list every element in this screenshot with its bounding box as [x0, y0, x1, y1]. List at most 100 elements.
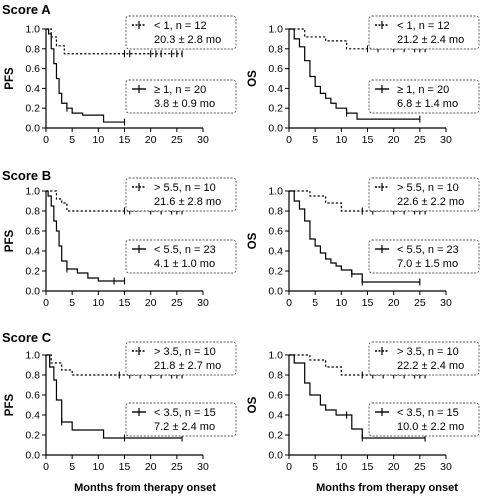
legend-series-name: > 5.5, n = 10: [154, 182, 216, 194]
x-tick-label: 20: [388, 297, 400, 309]
legend-series-name: > 3.5, n = 10: [154, 346, 216, 358]
x-tick-label: 5: [69, 134, 75, 146]
legend-series-stat: 6.8 ± 1.4 mo: [397, 98, 458, 110]
x-tick-label: 0: [286, 297, 292, 309]
y-tick-label: 0.4: [25, 83, 40, 95]
x-tick-label: 20: [145, 134, 157, 146]
y-axis-label: PFS: [4, 393, 16, 416]
y-tick-label: 1.0: [25, 24, 40, 36]
x-tick-label: 5: [312, 461, 318, 473]
legend-series-name: < 1, n = 12: [397, 20, 450, 32]
legend-series-name: > 3.5, n = 10: [397, 346, 459, 358]
y-tick-label: 0.2: [268, 430, 283, 442]
km-panel-3: 0 5 10 15 20 25 30 0.0 0.2 0.4 0.6 0.8 1.0 PFS > 5.5, …: [4, 177, 237, 309]
km-figure: 0 5 10 15 20 25 30 0.0 0.2 0.4 0.6 0.8 1.0 PFS < 1, n …: [4, 15, 480, 473]
legend-box: [125, 15, 237, 50]
y-tick-label: 0.6: [268, 226, 283, 238]
legend-series-stat: 21.6 ± 2.8 mo: [154, 196, 221, 208]
legend-series-name: ≥ 1, n = 20: [154, 84, 206, 96]
legend-box: [368, 79, 480, 114]
legend-series-name: ≥ 1, n = 20: [397, 84, 449, 96]
legend-series-name: < 3.5, n = 15: [397, 407, 459, 419]
legend-series-name: > 5.5, n = 10: [397, 182, 459, 194]
y-tick-label: 0.6: [268, 63, 283, 75]
legend-box: [368, 239, 480, 274]
legend-series-stat: 22.2 ± 2.4 mo: [397, 360, 464, 372]
km-curve-high: [46, 28, 183, 55]
legend-series-name: < 5.5, n = 23: [154, 244, 216, 256]
x-tick-label: 10: [92, 134, 104, 146]
y-tick-label: 0.2: [268, 266, 283, 278]
km-curve-high: [289, 354, 426, 376]
y-tick-label: 0.4: [268, 246, 283, 258]
y-tick-label: 0.6: [25, 63, 40, 75]
y-tick-label: 0.6: [268, 390, 283, 402]
y-tick-label: 0.6: [25, 226, 40, 238]
y-tick-label: 0.2: [25, 430, 40, 442]
legend-series-stat: 20.3 ± 2.8 mo: [154, 34, 221, 46]
x-tick-label: 15: [362, 461, 374, 473]
legend-series-stat: 10.0 ± 2.2 mo: [397, 421, 464, 433]
legend-series-stat: 4.1 ± 1.0 mo: [154, 258, 215, 270]
x-tick-label: 0: [286, 134, 292, 146]
x-tick-label: 15: [119, 461, 131, 473]
y-tick-label: 0.0: [268, 286, 283, 298]
y-tick-label: 0.0: [25, 286, 40, 298]
x-tick-label: 15: [119, 134, 131, 146]
x-tick-label: 15: [362, 297, 374, 309]
km-curve-low: [46, 28, 125, 123]
x-tick-label: 0: [286, 461, 292, 473]
x-tick-label: 25: [414, 297, 426, 309]
legend-series-stat: 3.8 ± 0.9 mo: [154, 98, 215, 110]
x-tick-label: 0: [43, 134, 49, 146]
km-panel-4: 0 5 10 15 20 25 30 0.0 0.2 0.4 0.6 0.8 1.0 OS > 5.5, n…: [247, 177, 480, 309]
x-tick-label: 20: [145, 461, 157, 473]
x-tick-label: 20: [388, 461, 400, 473]
km-panel-5: 0 5 10 15 20 25 30 0.0 0.2 0.4 0.6 0.8 1.0 PFS > 3.5, …: [4, 341, 237, 473]
x-tick-label: 25: [414, 134, 426, 146]
km-curve-low: [46, 190, 125, 282]
legend-box: [368, 177, 480, 212]
x-tick-label: 5: [69, 297, 75, 309]
x-tick-label: 30: [197, 297, 209, 309]
x-tick-label: 30: [197, 134, 209, 146]
y-tick-label: 0.8: [268, 43, 283, 55]
x-tick-label: 15: [362, 134, 374, 146]
km-curve-low: [289, 28, 420, 120]
y-tick-label: 0.2: [25, 266, 40, 278]
legend-box: [368, 15, 480, 50]
y-tick-label: 1.0: [268, 350, 283, 362]
legend-box: [125, 239, 237, 274]
y-tick-label: 1.0: [268, 186, 283, 198]
x-tick-label: 20: [145, 297, 157, 309]
km-curve-low: [46, 354, 183, 439]
x-tick-label: 25: [171, 297, 183, 309]
x-tick-label: 10: [335, 461, 347, 473]
legend-box: [125, 79, 237, 114]
legend-box: [125, 341, 237, 376]
x-tick-label: 30: [440, 134, 452, 146]
legend-series-stat: 22.6 ± 2.2 mo: [397, 196, 464, 208]
y-tick-label: 0.8: [25, 206, 40, 218]
x-tick-label: 30: [197, 461, 209, 473]
y-tick-label: 0.4: [268, 410, 283, 422]
x-tick-label: 25: [414, 461, 426, 473]
x-tick-label: 10: [92, 297, 104, 309]
km-curve-low: [289, 354, 426, 439]
score-c-title: Score C: [2, 330, 52, 345]
km-curve-high: [289, 190, 426, 212]
legend-box: [368, 402, 480, 437]
y-tick-label: 1.0: [25, 350, 40, 362]
x-tick-label: 30: [440, 297, 452, 309]
legend-series-name: < 3.5, n = 15: [154, 407, 216, 419]
y-tick-label: 0.4: [25, 246, 40, 258]
x-tick-label: 5: [312, 297, 318, 309]
y-tick-label: 0.4: [25, 410, 40, 422]
legend-series-stat: 7.2 ± 2.4 mo: [154, 421, 215, 433]
x-tick-label: 5: [312, 134, 318, 146]
y-tick-label: 0.2: [25, 103, 40, 115]
x-axis-label-right: Months from therapy onset: [316, 482, 458, 494]
y-tick-label: 0.6: [25, 390, 40, 402]
legend-box: [125, 402, 237, 437]
y-axis-label: OS: [247, 232, 259, 249]
